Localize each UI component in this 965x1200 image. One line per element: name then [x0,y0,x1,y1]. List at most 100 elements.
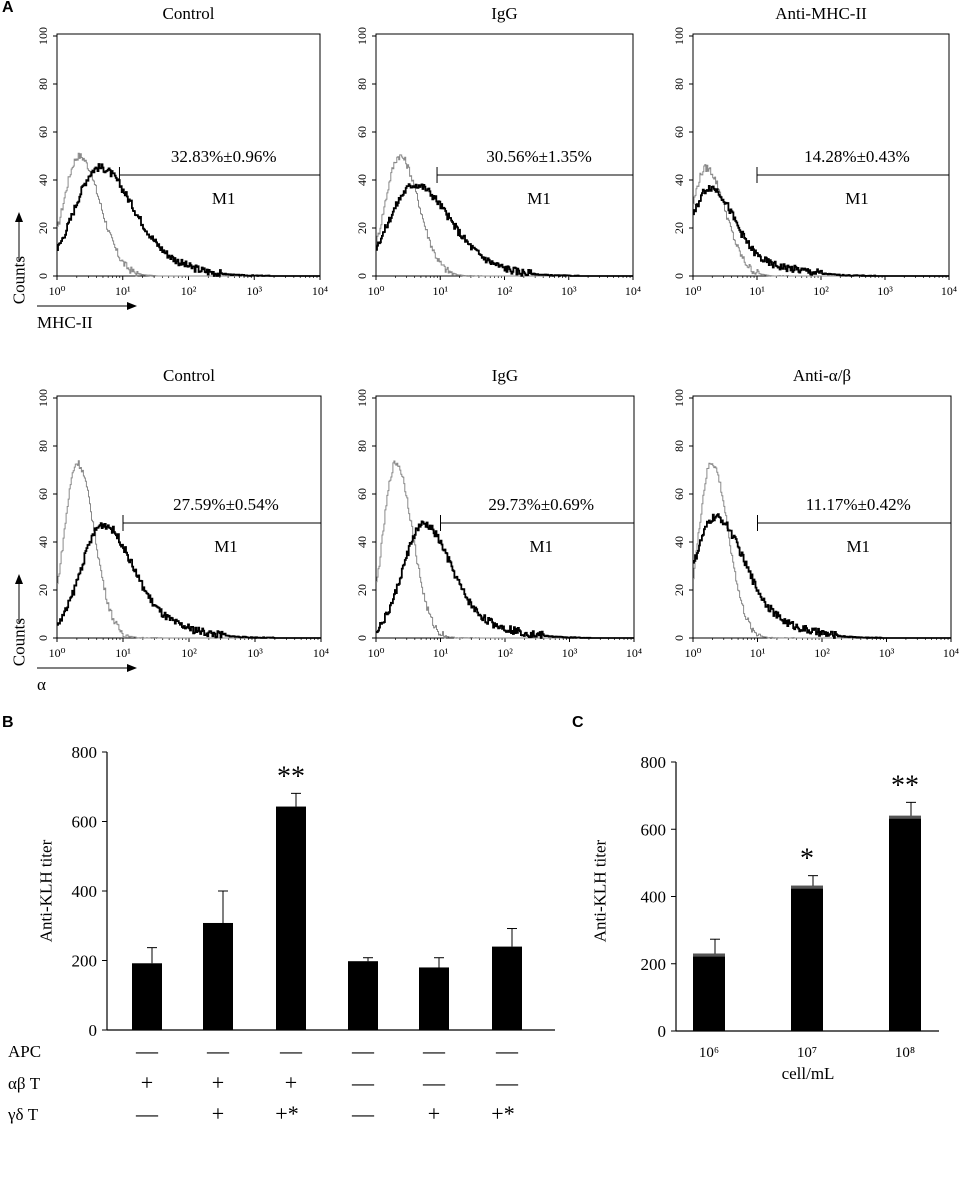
gate-percent-label: 32.83%±0.96% [171,147,277,166]
y-tick-label: 40 [672,174,686,186]
x-tick-label: 10² [814,646,830,660]
bar [419,967,449,1030]
y-tick-label: 40 [36,174,50,186]
isotype-curve [376,460,634,639]
condition-row-label: αβ T [8,1074,41,1093]
y-tick-label: 60 [36,126,50,138]
isotype-curve [57,152,320,277]
panel-a-letter: A [2,0,14,16]
x-tick-label: 10¹ [115,284,131,298]
significance-label: ** [891,770,919,801]
y-tick-label: 600 [72,813,98,832]
histogram-1: Control 0 20 40 60 80 100 10⁰ 10¹ 10² 10³ 10⁴ 32.83%… [10,4,329,332]
x-tick-label: 10⁴ [312,284,328,298]
x-tick-label: 10² [181,646,197,660]
y-axis-arrowhead [15,212,23,222]
y-tick-label: 100 [36,27,50,45]
panel-b-letter: B [2,714,14,731]
histogram-title: Anti-MHC-II [775,4,867,23]
x-tick-label: 10⁷ [797,1045,817,1061]
y-tick-label: 400 [641,888,667,907]
y-axis-label: Anti-KLH titer [591,839,610,942]
y-tick-label: 100 [672,389,686,407]
histogram-title: Control [163,4,215,23]
y-tick-label: 60 [355,126,369,138]
condition-mark: — [135,1101,159,1126]
stained-curve [57,522,321,639]
condition-mark: — [351,1038,375,1063]
gate-percent-label: 30.56%±1.35% [486,147,592,166]
condition-mark: — [351,1101,375,1126]
x-tick-label: 10⁴ [941,284,957,298]
condition-mark: + [428,1101,440,1126]
x-tick-label: 10³ [562,646,578,660]
x-tick-label: 10⁰ [49,284,66,298]
histogram-2: IgG 0 20 40 60 80 100 10⁰ 10¹ 10² 10³ 10⁴ 30.56%±1.3… [355,4,641,298]
x-tick-label: 10² [181,284,197,298]
bar [203,922,233,1030]
y-tick-label: 20 [355,222,369,234]
x-tick-label: 10⁰ [368,284,385,298]
y-tick-label: 0 [355,273,369,279]
histogram-3: Anti-MHC-II 0 20 40 60 80 100 10⁰ 10¹ 10² 10³ 10⁴ 14… [672,4,957,298]
x-tick-label: 10³ [246,284,262,298]
x-axis-label: α [37,675,46,694]
y-tick-label: 0 [672,635,686,641]
y-tick-label: 0 [89,1021,98,1040]
significance-label: ** [277,761,305,792]
histogram-5: IgG 0 20 40 60 80 100 10⁰ 10¹ 10² 10³ 10⁴ 29.73%±0.6… [355,366,642,660]
plot-frame [375,395,635,639]
x-tick-label: 10⁰ [685,284,702,298]
y-tick-label: 20 [672,222,686,234]
gate-name-label: M1 [527,189,551,208]
x-tick-label: 10⁰ [49,646,66,660]
gate-percent-label: 27.59%±0.54% [173,495,279,514]
condition-mark: + [141,1070,153,1095]
isotype-curve [376,154,633,277]
gate-percent-label: 11.17%±0.42% [806,495,911,514]
x-tick-label: 10² [497,646,513,660]
histogram-6: Anti-α/β 0 20 40 60 80 100 10⁰ 10¹ 10² 10³ 10⁴ 11.17… [672,366,959,660]
gate-percent-label: 29.73%±0.69% [488,495,594,514]
stained-curve [693,185,949,277]
x-tick-label: 10³ [247,646,263,660]
histogram-title: Control [163,366,215,385]
plot-frame [692,395,952,639]
panel-c-letter: C [572,714,584,731]
bar [791,885,823,1031]
condition-mark: + [212,1070,224,1095]
bar-chart-c: 0 200 400 600 800 Anti-KLH titer 10⁶ * 10⁷ ** 10⁸ c… [591,753,939,1083]
y-tick-label: 100 [36,389,50,407]
y-tick-label: 0 [672,273,686,279]
y-tick-label: 800 [72,743,98,762]
histogram-4: Control 0 20 40 60 80 100 10⁰ 10¹ 10² 10³ 10⁴ 27.59%… [10,366,330,694]
y-tick-label: 200 [72,952,98,971]
x-tick-label: 10⁰ [685,646,702,660]
x-tick-label: 10¹ [115,646,131,660]
y-axis-label: Counts [10,256,29,304]
histogram-title: Anti-α/β [793,366,851,385]
y-tick-label: 80 [672,440,686,452]
x-tick-label: 10¹ [749,284,765,298]
bar [132,963,162,1030]
y-tick-label: 0 [36,635,50,641]
stained-curve [57,163,320,277]
bar-top-highlight [889,815,921,819]
y-tick-label: 100 [355,389,369,407]
x-tick-label: 10⁴ [625,284,641,298]
x-tick-label: 10³ [879,646,895,660]
bar [348,961,378,1030]
isotype-curve [693,462,951,639]
x-tick-label: 10⁴ [626,646,642,660]
condition-mark: — [495,1070,519,1095]
x-tick-label: 10¹ [750,646,766,660]
x-tick-label: 10³ [877,284,893,298]
y-tick-label: 60 [355,488,369,500]
condition-mark: — [279,1038,303,1063]
y-tick-label: 400 [72,882,98,901]
x-tick-label: 10⁶ [699,1045,719,1061]
bar-top-highlight [693,953,725,957]
condition-mark: — [422,1038,446,1063]
stained-curve [693,513,951,639]
